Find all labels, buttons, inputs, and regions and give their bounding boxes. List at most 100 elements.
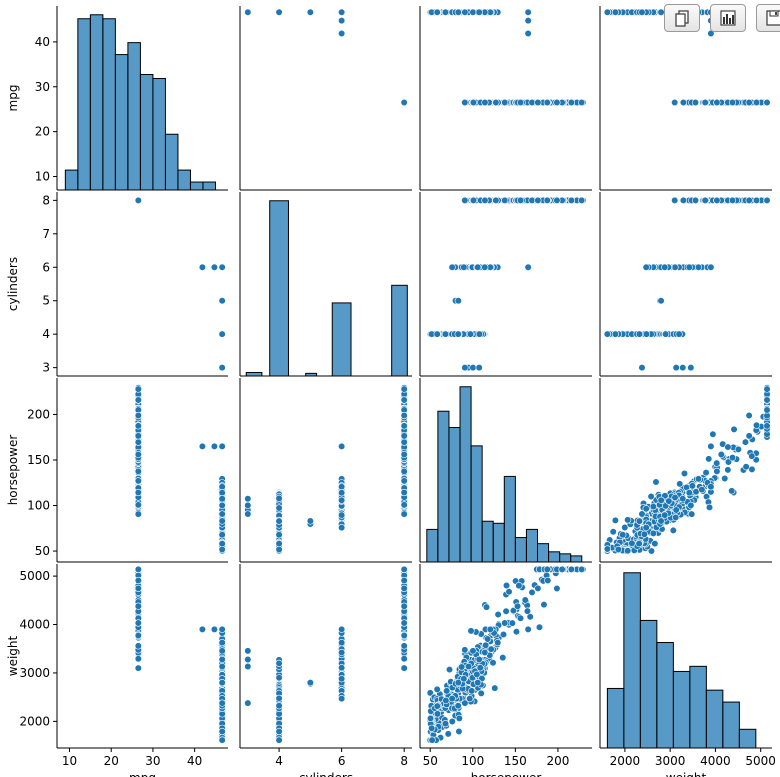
scatter-point	[638, 364, 646, 372]
scatter-point	[611, 516, 619, 524]
scatter-point	[338, 639, 346, 647]
scatter-point	[763, 396, 771, 404]
scatter-point	[661, 263, 669, 271]
scatter-point	[499, 654, 507, 662]
scatter-point	[642, 263, 650, 271]
hist-bar	[705, 689, 724, 749]
scatter-point	[763, 422, 771, 430]
scatter-point	[400, 438, 408, 446]
scatter-point	[218, 263, 226, 271]
scatter-point	[702, 469, 710, 477]
x-tick-label: 20	[104, 754, 119, 768]
copy-button[interactable]	[664, 4, 700, 32]
scatter-point	[524, 17, 532, 25]
x-tick-label: 8	[400, 754, 408, 768]
hist-bar	[448, 427, 461, 563]
scatter-point	[611, 8, 619, 16]
scatter-point	[687, 364, 695, 372]
scatter-point	[558, 565, 566, 573]
scatter-point	[218, 297, 226, 305]
hist-bar	[570, 555, 583, 563]
hist-bar	[77, 18, 91, 191]
scatter-point	[752, 98, 761, 107]
scatter-point	[763, 406, 771, 414]
scatter-point	[624, 516, 632, 524]
scatter-point	[275, 545, 283, 554]
scatter-point	[567, 565, 576, 573]
scatter-point	[461, 8, 469, 16]
scatter-point	[475, 655, 483, 664]
scatter-point	[400, 655, 408, 663]
scatter-point	[501, 619, 509, 627]
scatter-point	[721, 474, 729, 483]
scatter-point	[468, 687, 476, 695]
hist-bar	[459, 386, 472, 563]
scatter-point	[400, 584, 408, 593]
scatter-point	[134, 501, 142, 509]
scatter-point	[433, 330, 441, 338]
x-tick-label: 2000	[610, 754, 641, 768]
x-tick-label: 6	[338, 754, 346, 768]
scatter-point	[455, 727, 463, 736]
scatter-point	[544, 576, 552, 585]
scatter-point	[469, 364, 477, 372]
hist-bar	[559, 553, 572, 563]
hist-bar	[331, 302, 352, 377]
scatter-point	[494, 639, 502, 647]
scatter-point	[482, 603, 491, 611]
scatter-point	[638, 8, 646, 16]
scatter-point	[534, 584, 542, 593]
save-icon	[766, 10, 780, 26]
scatter-point	[469, 647, 477, 655]
scatter-point	[134, 432, 142, 440]
scatter-point	[624, 547, 632, 555]
scatter-point	[724, 443, 732, 451]
scatter-point	[742, 463, 750, 471]
scatter-point	[134, 438, 142, 446]
y-tick-label: 200	[27, 407, 50, 421]
scatter-point	[713, 196, 721, 204]
save-button[interactable]	[756, 4, 780, 32]
scatter-point	[134, 584, 142, 593]
scatter-point	[400, 422, 408, 430]
scatter-point	[338, 442, 346, 450]
scatter-point	[448, 263, 456, 271]
scatter-point	[400, 510, 408, 518]
scatter-point	[709, 430, 717, 438]
hist-bar	[177, 169, 191, 191]
scatter-point	[523, 607, 532, 615]
scatter-point	[730, 425, 738, 433]
scatter-point	[218, 330, 226, 338]
hist-bar	[525, 528, 539, 563]
scatter-point	[134, 510, 142, 518]
scatter-point	[244, 655, 252, 664]
hist-bar	[656, 642, 674, 749]
chart-button[interactable]	[710, 4, 746, 32]
scatter-point	[705, 503, 714, 512]
scatter-point	[454, 330, 462, 338]
scatter-point	[448, 717, 456, 726]
hist-bar	[503, 475, 516, 563]
scatter-point	[728, 98, 737, 107]
scatter-point	[724, 466, 732, 474]
scatter-point	[464, 662, 473, 671]
copy-icon	[675, 10, 689, 27]
scatter-point	[134, 488, 142, 497]
x-axis-label-horsepower: horsepower	[471, 771, 542, 777]
hist-bar	[152, 77, 166, 191]
scatter-point	[134, 467, 142, 475]
scatter-point	[475, 364, 483, 372]
scatter-point	[508, 619, 516, 627]
hist-bar	[139, 74, 154, 191]
scatter-point	[649, 503, 657, 511]
scatter-point	[671, 493, 679, 502]
scatter-point	[713, 98, 721, 107]
scatter-point	[338, 648, 346, 657]
scatter-point	[528, 588, 536, 597]
y-tick-label: 3	[42, 361, 50, 375]
scatter-point	[218, 510, 226, 518]
scatter-point	[461, 196, 469, 204]
scatter-point	[400, 396, 408, 404]
y-tick-label: 8	[42, 193, 50, 207]
scatter-point	[275, 539, 283, 548]
